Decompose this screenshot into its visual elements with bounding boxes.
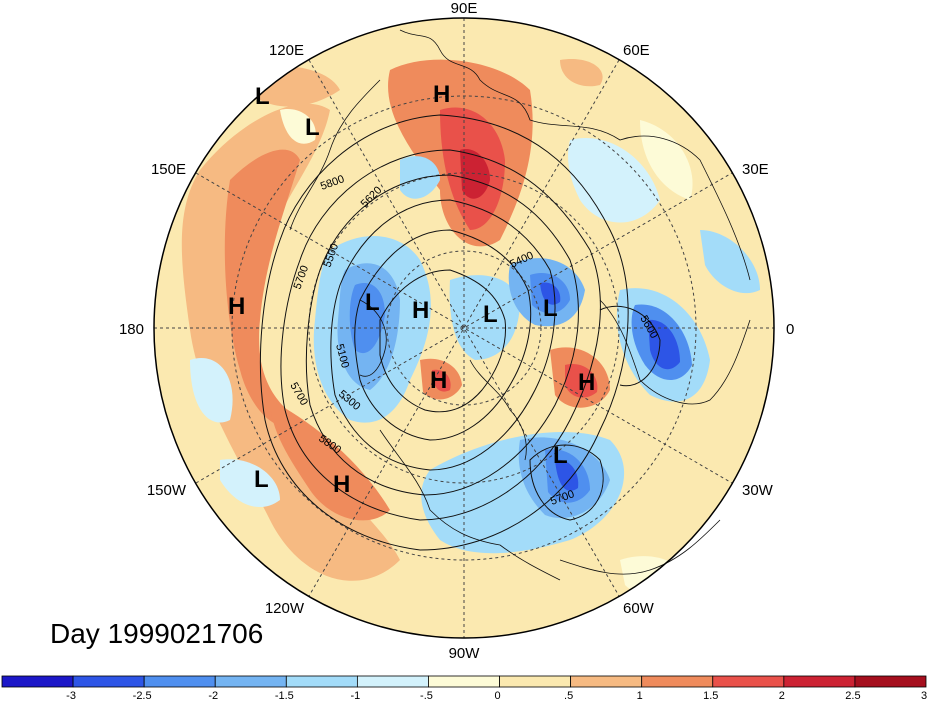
colorbar-tick-label: 1 — [637, 690, 643, 702]
colorbar-swatch — [641, 675, 714, 688]
height-contours — [259, 114, 661, 551]
lon-label-30e: 30E — [742, 161, 769, 178]
lon-label-90w: 90W — [449, 645, 481, 662]
pressure-center: L — [543, 295, 558, 322]
colorbar-swatch — [72, 675, 145, 688]
colorbar-tick-label: 2 — [779, 690, 785, 702]
pressure-center: H — [333, 471, 350, 498]
colorbar-swatch — [854, 675, 927, 688]
colorbar-tick-label: .5 — [564, 690, 573, 702]
pressure-center: L — [305, 114, 320, 141]
graticule — [154, 18, 774, 638]
colorbar-tick-label: -2 — [208, 690, 218, 702]
lon-label-150w: 150W — [147, 482, 187, 499]
pressure-center: H — [228, 293, 245, 320]
polar-map: 5800 5620 5500 5400 5700 5100 5600 5300 … — [119, 0, 794, 662]
lon-label-180: 180 — [119, 321, 144, 338]
colorbar-tick-label: 3 — [921, 690, 927, 702]
pressure-center: H — [412, 297, 429, 324]
colorbar-tick-label: -.5 — [420, 690, 433, 702]
lon-label-120w: 120W — [265, 600, 305, 617]
pressure-center: L — [365, 289, 380, 316]
colorbar-swatch — [285, 675, 358, 688]
pressure-centers: H L L H H L H L L H H L L H — [228, 81, 595, 498]
colorbar-tick-label: -1 — [350, 690, 360, 702]
colorbar-tick-label: -3 — [66, 690, 76, 702]
colorbar-tick-label: -2.5 — [133, 690, 152, 702]
pressure-center: L — [254, 466, 269, 493]
colorbar-swatch — [356, 675, 429, 688]
lon-label-30w: 30W — [742, 482, 774, 499]
colorbar-swatch — [1, 675, 74, 688]
lon-label-0: 0 — [786, 321, 794, 338]
lon-label-90e: 90E — [451, 0, 478, 17]
day-label: Day 1999021706 — [50, 618, 264, 649]
colorbar-swatch — [712, 675, 785, 688]
colorbar-swatch — [428, 675, 500, 688]
colorbar-swatch — [499, 675, 572, 688]
colorbar-swatch — [143, 675, 216, 688]
colorbar-tick-label: 1.5 — [703, 690, 718, 702]
lon-label-150e: 150E — [151, 161, 186, 178]
colorbar-swatch — [214, 675, 287, 688]
pressure-center: H — [578, 369, 595, 396]
pressure-center: H — [433, 81, 450, 108]
colorbar-tick-label: 2.5 — [845, 690, 860, 702]
colorbar-swatch — [783, 675, 856, 688]
colorbar-swatch — [570, 675, 643, 688]
longitude-labels: 90E 60E 30E 0 30W 60W 90W 120W 150W 180 … — [119, 0, 794, 662]
colorbar-tick-label: 0 — [494, 690, 500, 702]
pressure-center: L — [553, 442, 568, 469]
map-boundary — [153, 17, 775, 639]
colorbar-tick-label: -1.5 — [275, 690, 294, 702]
lon-label-60w: 60W — [623, 600, 655, 617]
pressure-center: H — [430, 367, 447, 394]
lon-label-120e: 120E — [269, 42, 304, 59]
coastlines — [289, 29, 751, 581]
colorbar: -3 -2.5 -2 -1.5 -1 -.5 0 .5 1 1.5 2 2.5 3 — [1, 675, 927, 702]
pressure-center: L — [483, 301, 498, 328]
lon-label-60e: 60E — [623, 42, 650, 59]
